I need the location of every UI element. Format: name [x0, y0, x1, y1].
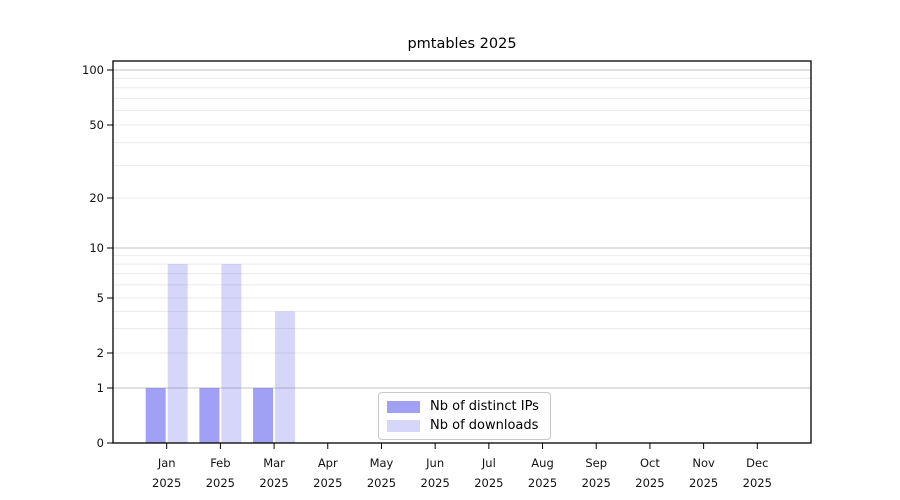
bar-downloads-feb [221, 264, 242, 443]
x-tick-month: Mar [263, 456, 285, 470]
y-tick-label: 20 [89, 191, 104, 205]
y-tick-label: 100 [82, 63, 104, 77]
bar-ips-jan [145, 388, 166, 443]
legend-label-distinct-ips: Nb of distinct IPs [430, 399, 539, 414]
bar-downloads-mar [275, 311, 296, 443]
x-tick-month: Sep [585, 456, 608, 470]
x-tick-label: Jul 2025 [458, 453, 520, 493]
x-tick-month: Feb [210, 456, 231, 470]
x-tick-year: 2025 [688, 476, 719, 490]
plot-border [112, 60, 812, 444]
x-tick-year: 2025 [742, 476, 772, 490]
x-tick-label: May 2025 [350, 453, 412, 493]
x-tick-year: 2025 [152, 476, 182, 490]
y-tick-label: 2 [96, 346, 104, 360]
x-tick-month: Jun [426, 456, 445, 470]
x-tick-year: 2025 [366, 476, 397, 490]
x-tick-year: 2025 [581, 476, 611, 490]
x-tick-label: Sep 2025 [565, 453, 627, 493]
x-tick-label: Nov 2025 [673, 453, 735, 493]
x-tick-year: 2025 [313, 476, 343, 490]
x-tick-month: Nov [692, 456, 715, 470]
x-tick-label: Apr 2025 [297, 453, 359, 493]
legend-item-distinct-ips: Nb of distinct IPs [387, 399, 539, 414]
x-tick-label: Feb 2025 [189, 453, 251, 493]
y-tick-label: 5 [96, 291, 104, 305]
legend-label-downloads: Nb of downloads [430, 418, 539, 433]
chart-title: pmtables 2025 [407, 36, 517, 52]
x-tick-month: Apr [317, 456, 338, 470]
x-tick-year: 2025 [259, 476, 289, 490]
x-tick-year: 2025 [420, 476, 450, 490]
x-tick-year: 2025 [205, 476, 236, 490]
x-tick-month: Jan [157, 456, 176, 470]
x-tick-label: Dec 2025 [726, 453, 788, 493]
x-tick-month: Dec [746, 456, 769, 470]
y-tick-label: 1 [96, 381, 104, 395]
x-tick-label: Oct 2025 [619, 453, 681, 493]
bar-downloads-jan [167, 264, 188, 443]
y-tick-label: 10 [89, 241, 104, 255]
x-tick-label: Mar 2025 [243, 453, 305, 493]
legend: Nb of distinct IPs Nb of downloads [378, 392, 551, 440]
bar-ips-feb [199, 388, 220, 443]
x-tick-label: Aug 2025 [512, 453, 574, 493]
x-tick-label: Jan 2025 [136, 453, 198, 493]
legend-item-downloads: Nb of downloads [387, 418, 539, 433]
legend-swatch-distinct-ips [387, 400, 420, 413]
x-tick-month: Aug [531, 456, 554, 470]
x-tick-year: 2025 [527, 476, 558, 490]
x-tick-month: Jul [481, 456, 496, 470]
bar-ips-mar [253, 388, 274, 443]
x-tick-month: Oct [639, 456, 660, 470]
legend-swatch-downloads [387, 419, 420, 432]
x-tick-year: 2025 [635, 476, 665, 490]
x-tick-year: 2025 [474, 476, 504, 490]
x-tick-label: Jun 2025 [404, 453, 466, 493]
y-tick-label: 0 [96, 436, 104, 450]
x-tick-month: May [369, 456, 394, 470]
y-tick-label: 50 [89, 118, 104, 132]
